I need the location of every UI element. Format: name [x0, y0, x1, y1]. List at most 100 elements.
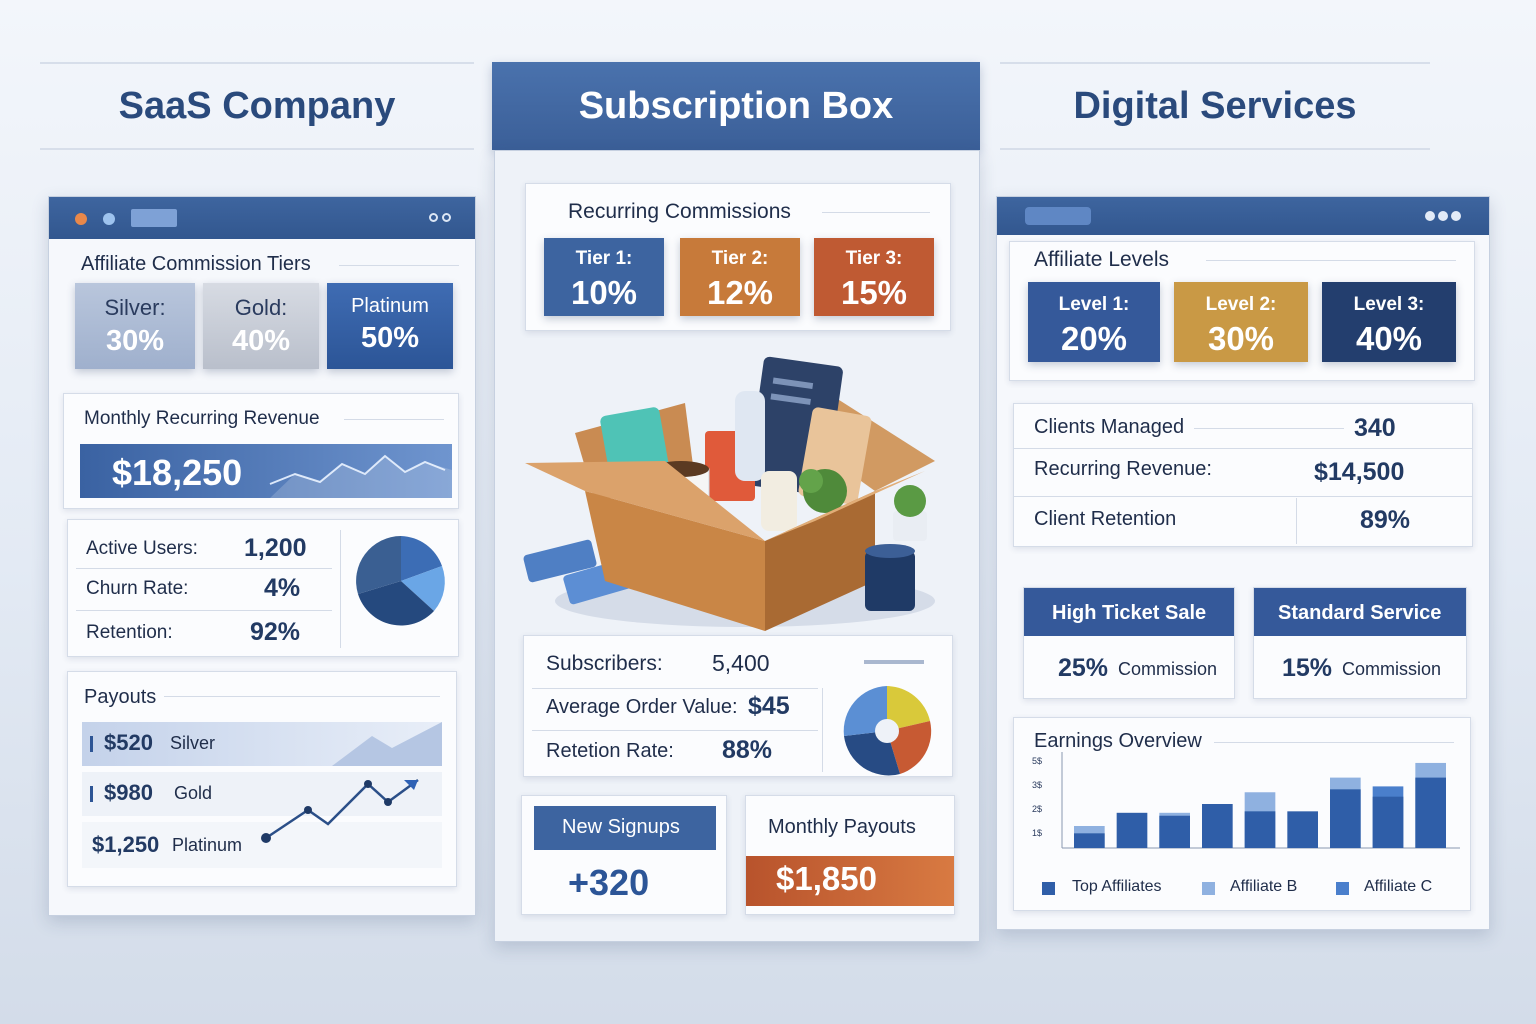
high-ticket-pct: 25% — [1058, 654, 1109, 682]
window-dot-orange[interactable] — [75, 213, 87, 225]
tier-platinum-name: Platinum — [351, 295, 429, 317]
bar-top-affiliates — [1244, 811, 1276, 848]
mrr-sparkline — [269, 454, 452, 498]
bar-top-affiliates — [1116, 812, 1148, 848]
high-ticket-header — [1024, 588, 1234, 636]
digital-stat-value-retention: 89% — [1360, 506, 1411, 534]
sub-tier-2-name: Tier 2: — [711, 248, 769, 269]
bar-top-affiliates — [1415, 777, 1446, 848]
digital-stat-label-revenue: Recurring Revenue: — [1034, 458, 1212, 480]
subscription-box-illustration — [523, 356, 935, 631]
legend-affiliate-c: Affiliate C — [1364, 878, 1433, 895]
legend-top-affiliates: Top Affiliates — [1072, 878, 1162, 895]
level-2-rate: 30% — [1207, 320, 1275, 357]
sub-stat-label-aov: Average Order Value: — [546, 696, 738, 718]
mrr-value: $18,250 — [112, 452, 243, 493]
sub-stat-label-retention: Retetion Rate: — [546, 740, 674, 762]
affiliate-levels-card: Affiliate Levels Level 1: 20% Level 2: 3… — [1009, 241, 1475, 381]
bar-top-affiliates — [1372, 796, 1404, 848]
saas-window-bar — [49, 197, 475, 239]
payout-silver-amount: $520 — [104, 730, 153, 755]
level-1[interactable]: Level 1: 20% — [1028, 282, 1160, 362]
level-2[interactable]: Level 2: 30% — [1174, 282, 1308, 362]
tier-silver-rate: 30% — [105, 325, 165, 357]
bar-top-affiliates — [1074, 833, 1105, 848]
subscription-pie-chart — [843, 686, 932, 776]
recurring-commissions-card: Recurring Commissions Tier 1: 10% Tier 2… — [525, 183, 951, 331]
standard-service-suffix: Commission — [1342, 659, 1442, 679]
standard-service-card[interactable]: Standard Service 15% Commission — [1253, 587, 1467, 699]
digital-address-bar[interactable] — [1025, 207, 1091, 225]
y-tick-label: 3$ — [1032, 780, 1042, 790]
saas-column-title: SaaS Company — [40, 62, 474, 150]
window-dot-blue[interactable] — [103, 213, 115, 225]
level-2-name: Level 2: — [1205, 294, 1277, 315]
standard-service-pct: 15% — [1282, 654, 1333, 682]
tier-silver[interactable]: Silver: 30% — [75, 283, 195, 369]
tier-platinum[interactable]: Platinum 50% — [327, 283, 453, 369]
recurring-title: Recurring Commissions — [568, 200, 791, 223]
bar-top-affiliates — [1159, 815, 1190, 848]
sub-tier-3[interactable]: Tier 3: 15% — [814, 238, 934, 316]
legend-swatch-affiliate-b — [1202, 882, 1215, 895]
sub-tier-1[interactable]: Tier 1: 10% — [544, 238, 664, 316]
stat-label-retention: Retention: — [86, 622, 173, 643]
earnings-legend: Top Affiliates Affiliate B Affiliate C — [1042, 878, 1462, 898]
monthly-payouts-value: $1,850 — [776, 860, 877, 897]
sub-stat-label-subscribers: Subscribers: — [546, 652, 663, 675]
level-3[interactable]: Level 3: 40% — [1322, 282, 1456, 362]
levels-title: Affiliate Levels — [1034, 248, 1170, 271]
stat-label-active-users: Active Users: — [86, 538, 198, 559]
level-1-rate: 20% — [1060, 320, 1128, 357]
legend-swatch-top-affiliates — [1042, 882, 1055, 895]
monthly-payouts-card: Monthly Payouts $1,850 — [745, 795, 955, 915]
sub-stat-value-retention: 88% — [722, 736, 773, 764]
digital-menu-icon[interactable] — [1425, 211, 1465, 221]
earnings-bar-chart: 5$ 3$ 2$ 1$ — [1032, 752, 1460, 849]
address-bar[interactable] — [131, 209, 177, 227]
sub-tier-2[interactable]: Tier 2: 12% — [680, 238, 800, 316]
window-menu-icon[interactable] — [429, 213, 455, 223]
subscription-stats-card: Subscribers: 5,400 Average Order Value: … — [523, 635, 953, 777]
tier-gold[interactable]: Gold: 40% — [203, 283, 319, 369]
payout-row-silver[interactable]: $520 Silver — [82, 722, 442, 766]
new-signups-header — [534, 806, 716, 850]
sub-tier-1-rate: 10% — [570, 274, 638, 311]
new-signups-card: New Signups +320 — [521, 795, 727, 915]
earnings-card: Earnings Overview 5$ 3$ 2$ 1$ Top Affiliate… — [1013, 717, 1471, 911]
sub-tier-2-rate: 12% — [706, 274, 774, 311]
monthly-payouts-bar — [746, 856, 954, 906]
stat-value-churn: 4% — [264, 574, 301, 602]
payouts-title: Payouts — [84, 686, 157, 708]
sub-tier-3-rate: 15% — [840, 274, 908, 311]
standard-service-title: Standard Service — [1278, 602, 1442, 624]
payouts-trend-line — [261, 778, 419, 843]
payout-row-platinum[interactable]: $1,250 Platinum — [82, 822, 442, 868]
stat-label-churn: Churn Rate: — [86, 578, 189, 599]
subscription-panel: Recurring Commissions Tier 1: 10% Tier 2… — [494, 150, 980, 942]
sub-tier-3-name: Tier 3: — [845, 248, 903, 269]
payout-platinum-amount: $1,250 — [92, 832, 160, 857]
digital-stat-value-revenue: $14,500 — [1314, 458, 1405, 486]
sub-stat-value-aov: $45 — [748, 692, 790, 720]
tier-gold-name: Gold: — [234, 295, 288, 320]
new-signups-value: +320 — [568, 862, 650, 903]
stat-value-retention: 92% — [250, 618, 301, 646]
payout-row-gold[interactable]: $980 Gold — [82, 772, 442, 816]
payouts-card: Payouts $520 Silver $980 Gold $1,250 Pla… — [67, 671, 457, 887]
y-tick-label: 5$ — [1032, 756, 1042, 766]
saas-panel: Affiliate Commission Tiers Silver: 30% G… — [48, 196, 476, 916]
payout-gold-tier: Gold — [174, 783, 213, 803]
y-tick-label: 2$ — [1032, 804, 1042, 814]
high-ticket-card[interactable]: High Ticket Sale 25% Commission — [1023, 587, 1235, 699]
tier-platinum-rate: 50% — [360, 322, 420, 354]
saas-pie-chart — [356, 536, 445, 626]
mrr-banner: $18,250 — [80, 444, 452, 498]
bar-top-affiliates — [1202, 804, 1233, 848]
monthly-payouts-label: Monthly Payouts — [768, 816, 916, 838]
high-ticket-title: High Ticket Sale — [1052, 602, 1207, 624]
payout-gold-amount: $980 — [104, 780, 153, 805]
high-ticket-suffix: Commission — [1118, 659, 1218, 679]
tier-gold-rate: 40% — [231, 325, 291, 357]
payout-silver-tier: Silver — [170, 733, 216, 753]
